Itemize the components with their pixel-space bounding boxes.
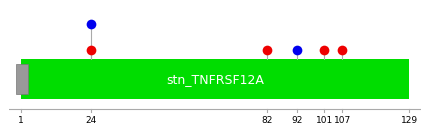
Text: 101: 101 [316,116,333,123]
Text: 1: 1 [18,116,24,123]
Text: 24: 24 [85,116,96,123]
Text: stn_TNFRSF12A: stn_TNFRSF12A [166,73,264,86]
Text: 129: 129 [401,116,418,123]
Bar [16,64,28,94]
Text: 107: 107 [334,116,351,123]
Text: 82: 82 [261,116,272,123]
Bar [21,59,409,99]
Text: 92: 92 [291,116,303,123]
